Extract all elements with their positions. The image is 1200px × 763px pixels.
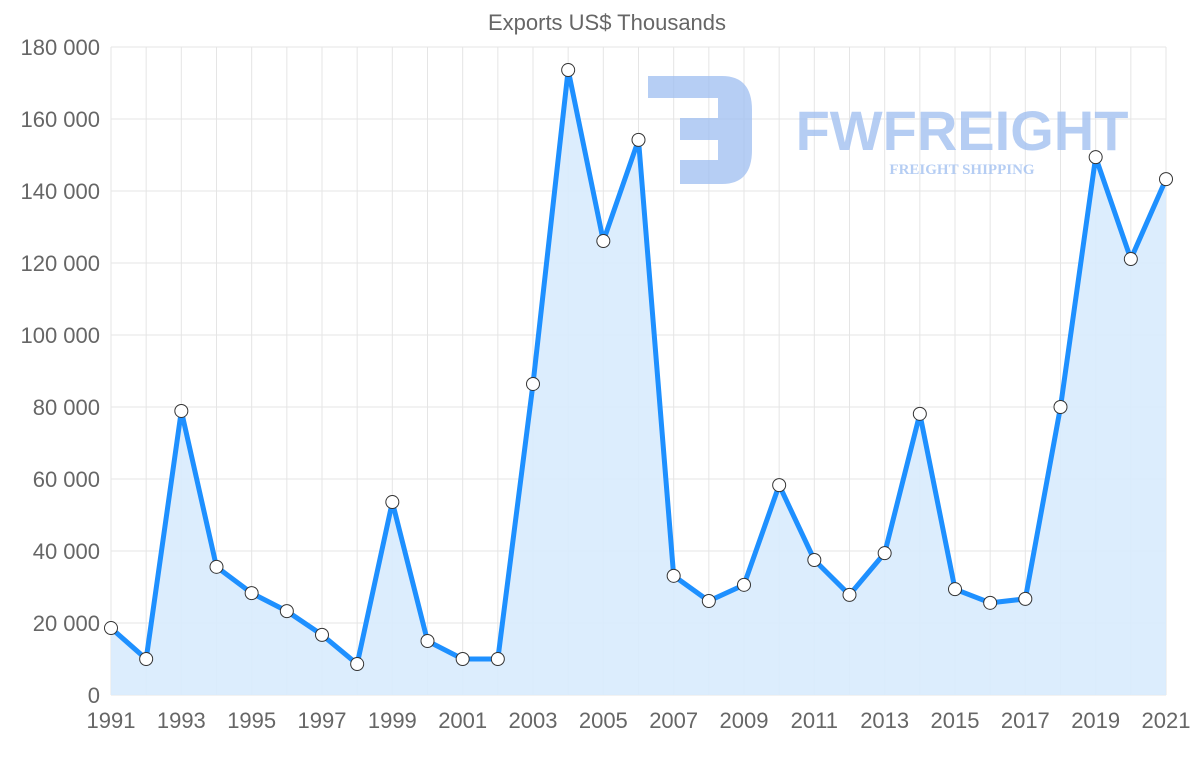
data-point[interactable] bbox=[983, 595, 998, 610]
chart-title: Exports US$ Thousands bbox=[488, 10, 726, 35]
x-tick-label: 2013 bbox=[860, 708, 909, 733]
x-tick-label: 1995 bbox=[227, 708, 276, 733]
data-point[interactable] bbox=[139, 652, 154, 666]
data-point[interactable] bbox=[104, 621, 118, 636]
data-point[interactable] bbox=[1018, 591, 1033, 606]
y-tick-label: 60 000 bbox=[33, 467, 100, 492]
y-tick-label: 20 000 bbox=[33, 611, 100, 636]
data-point[interactable] bbox=[420, 634, 435, 648]
y-axis: 0 20 000 40 000 60 000 80 000 100 000 120 000 1… bbox=[20, 35, 100, 708]
y-tick-label: 0 bbox=[88, 683, 100, 708]
data-point[interactable] bbox=[772, 478, 787, 493]
x-tick-label: 1993 bbox=[157, 708, 206, 733]
y-tick-label: 120 000 bbox=[20, 251, 100, 276]
x-tick-label: 2007 bbox=[649, 708, 698, 733]
area-fill bbox=[111, 70, 1166, 696]
x-tick-label: 2003 bbox=[509, 708, 558, 733]
data-point[interactable] bbox=[631, 132, 646, 147]
data-point[interactable] bbox=[912, 406, 927, 421]
data-point[interactable] bbox=[701, 594, 716, 609]
svg-text:FWFREIGHT: FWFREIGHT bbox=[796, 99, 1129, 162]
y-tick-label: 40 000 bbox=[33, 539, 100, 564]
data-point[interactable] bbox=[350, 657, 365, 672]
x-tick-label: 1997 bbox=[298, 708, 347, 733]
data-point[interactable] bbox=[948, 582, 962, 597]
data-point[interactable] bbox=[877, 546, 892, 561]
data-point[interactable] bbox=[279, 604, 294, 619]
x-axis: 1991 1993 1995 1997 1999 2001 2003 2005 2007 2009… bbox=[87, 708, 1191, 733]
data-point[interactable] bbox=[1159, 172, 1173, 187]
x-tick-label: 2017 bbox=[1001, 708, 1050, 733]
y-tick-label: 80 000 bbox=[33, 395, 100, 420]
logo-mark-icon bbox=[648, 76, 752, 184]
data-point[interactable] bbox=[737, 577, 751, 592]
x-tick-label: 2009 bbox=[720, 708, 769, 733]
data-point[interactable] bbox=[596, 234, 611, 249]
data-point[interactable] bbox=[1123, 252, 1138, 267]
x-tick-label: 2001 bbox=[438, 708, 487, 733]
data-point[interactable] bbox=[526, 376, 540, 391]
x-tick-label: 2015 bbox=[931, 708, 980, 733]
x-tick-label: 1991 bbox=[87, 708, 136, 733]
data-point[interactable] bbox=[1088, 150, 1103, 165]
y-tick-label: 160 000 bbox=[20, 107, 100, 132]
x-tick-label: 2021 bbox=[1142, 708, 1191, 733]
y-tick-label: 100 000 bbox=[20, 323, 100, 348]
data-point[interactable] bbox=[174, 403, 189, 418]
svg-text:FREIGHT SHIPPING: FREIGHT SHIPPING bbox=[889, 162, 1034, 178]
data-point[interactable] bbox=[842, 587, 857, 602]
x-tick-label: 1999 bbox=[368, 708, 417, 733]
data-point[interactable] bbox=[666, 568, 681, 583]
data-point[interactable] bbox=[455, 652, 470, 666]
data-point[interactable] bbox=[807, 553, 822, 567]
data-point[interactable] bbox=[561, 63, 576, 78]
y-tick-label: 180 000 bbox=[20, 35, 100, 60]
data-point[interactable] bbox=[209, 559, 224, 574]
data-point[interactable] bbox=[385, 495, 400, 510]
data-point[interactable] bbox=[1053, 400, 1068, 414]
x-tick-label: 2011 bbox=[791, 708, 838, 733]
watermark-logo: FWFREIGHT FREIGHT SHIPPING bbox=[648, 76, 1128, 184]
x-tick-label: 2005 bbox=[579, 708, 628, 733]
data-point[interactable] bbox=[244, 586, 259, 601]
data-point[interactable] bbox=[490, 652, 505, 666]
y-tick-label: 140 000 bbox=[20, 179, 100, 204]
series-exports bbox=[104, 63, 1173, 696]
x-tick-label: 2019 bbox=[1071, 708, 1120, 733]
data-point[interactable] bbox=[315, 627, 329, 642]
